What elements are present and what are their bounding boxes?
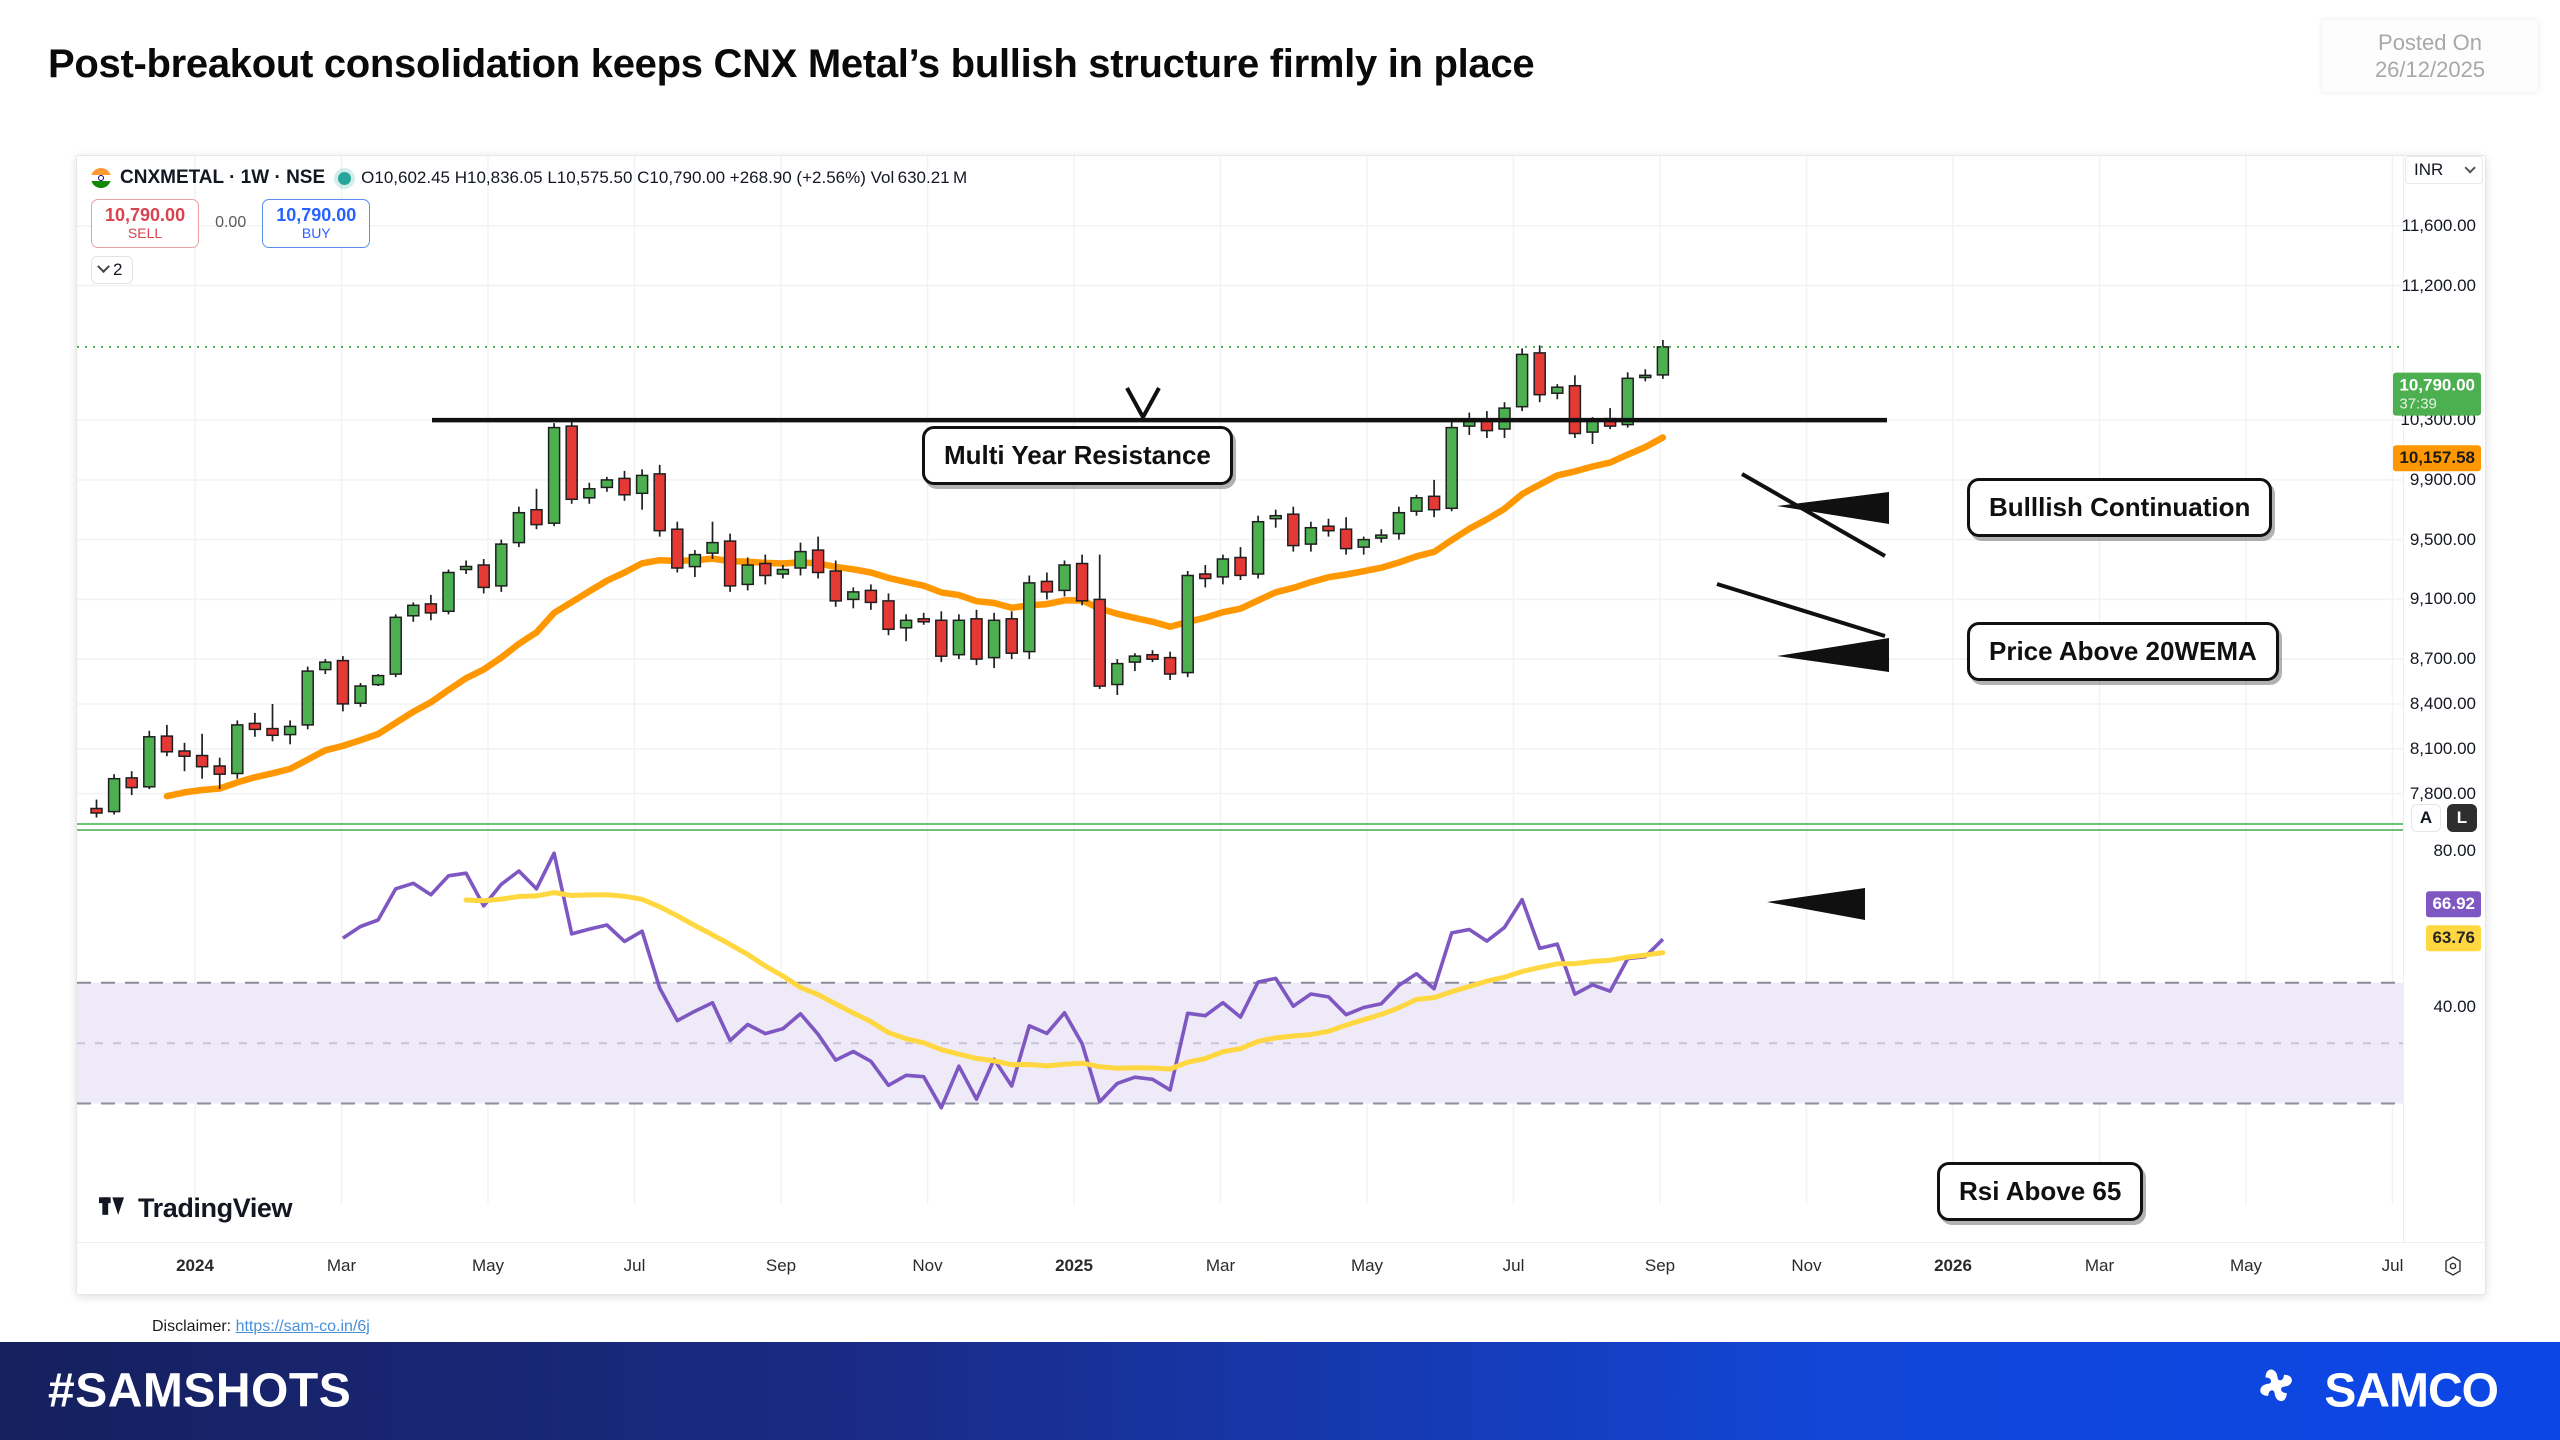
- price-tick-11200: 11,200.00: [2401, 275, 2476, 295]
- posted-on-label: Posted On: [2378, 29, 2482, 55]
- time-tick-jul: Jul: [623, 1256, 646, 1275]
- india-flag-icon: [91, 168, 111, 188]
- tradingview-chart[interactable]: CNXMETAL · 1W · NSE O10,602.45 H10,836.0…: [76, 155, 2486, 1295]
- time-tick-mar: Mar: [2084, 1256, 2115, 1275]
- samshots-hashtag: #SAMSHOTS: [48, 1364, 352, 1418]
- trade-buttons-row: 10,790.00 SELL 0.00 10,790.00 BUY: [91, 199, 967, 248]
- symbol-label[interactable]: CNXMETAL · 1W · NSE: [120, 167, 326, 188]
- samco-brand-name: SAMCO: [2324, 1364, 2499, 1418]
- chevron-down-icon: [2464, 162, 2476, 174]
- tradingview-logo-icon: [99, 1196, 124, 1215]
- posted-on-date: 26/12/2025: [2374, 57, 2486, 82]
- currency-selector[interactable]: INR: [2405, 156, 2483, 184]
- rsi-tick-40: 40.00: [2433, 997, 2476, 1016]
- price-tick-11600: 11,600.00: [2401, 215, 2476, 235]
- price-tick-7800: 7,800.00: [2409, 783, 2476, 803]
- time-tick-mar: Mar: [326, 1256, 357, 1275]
- time-tick-jul: Jul: [1502, 1256, 1525, 1275]
- currency-label: INR: [2414, 160, 2444, 179]
- sell-label: SELL: [127, 225, 163, 242]
- price-tick-9900: 9,900.00: [2409, 469, 2476, 489]
- rsi-value-badge: 66.92: [2426, 891, 2481, 917]
- ohlc-values: O10,602.45 H10,836.05 L10,575.50 C10,790…: [361, 168, 968, 187]
- tradingview-watermark: TradingView: [99, 1193, 293, 1224]
- samco-brand: SAMCO: [2258, 1364, 2499, 1419]
- scale-toggle-group[interactable]: A L: [2411, 804, 2477, 832]
- timezone-settings-icon[interactable]: [2441, 1254, 2465, 1278]
- page-title: Post-breakout consolidation keeps CNX Me…: [48, 42, 1535, 86]
- posted-on-box: Posted On 26/12/2025: [2322, 20, 2538, 92]
- quantity-value: 2: [113, 259, 123, 279]
- quantity-row: 2: [91, 255, 967, 284]
- annotation-price-above-20wema[interactable]: Price Above 20WEMA: [1967, 622, 2279, 681]
- time-tick-sep: Sep: [1644, 1256, 1676, 1275]
- annotation-multi-year-resistance[interactable]: Multi Year Resistance: [922, 426, 1233, 485]
- disclaimer: Disclaimer: https://sam-co.in/6j: [152, 1318, 370, 1336]
- buy-label: BUY: [301, 225, 331, 242]
- log-scale-button[interactable]: L: [2447, 804, 2477, 832]
- page-header: Post-breakout consolidation keeps CNX Me…: [0, 0, 2560, 148]
- samco-logo-icon: [2260, 1368, 2293, 1401]
- buy-price: 10,790.00: [276, 205, 357, 225]
- time-tick-may: May: [1350, 1256, 1384, 1275]
- price-tick-9100: 9,100.00: [2409, 589, 2476, 609]
- time-tick-sep: Sep: [765, 1256, 797, 1275]
- last-price-badge: 10,790.00 37:39: [2393, 372, 2481, 416]
- time-tick-2026: 2026: [1934, 1256, 1972, 1275]
- disclaimer-label: Disclaimer:: [152, 1318, 232, 1335]
- time-tick-may: May: [471, 1256, 505, 1275]
- time-tick-2025: 2025: [1055, 1256, 1093, 1275]
- price-axis[interactable]: INR 11,600.00 11,200.00 10,300.00 9,900.00 9…: [2393, 156, 2485, 1246]
- chevron-down-icon: [97, 260, 110, 274]
- ema-price-badge: 10,157.58: [2393, 445, 2481, 471]
- time-tick-2024: 2024: [176, 1256, 214, 1275]
- price-tick-9500: 9,500.00: [2409, 529, 2476, 549]
- rsi-ma-value-badge: 63.76: [2426, 925, 2481, 951]
- market-status-icon: [338, 171, 352, 185]
- bar-countdown: 37:39: [2399, 395, 2437, 413]
- chart-canvas[interactable]: [77, 156, 2407, 1246]
- tradingview-label: TradingView: [138, 1193, 293, 1223]
- auto-scale-button[interactable]: A: [2411, 804, 2441, 832]
- time-tick-mar: Mar: [1205, 1256, 1236, 1275]
- price-tick-8400: 8,400.00: [2409, 694, 2476, 713]
- last-price-value: 10,790.00: [2399, 375, 2475, 395]
- spread-value: 0.00: [215, 214, 247, 232]
- rsi-tick-80: 80.00: [2433, 841, 2476, 860]
- time-axis[interactable]: 2024 Mar May Jul Sep Nov 2025 Mar May Jul Sep Nov 20…: [77, 1242, 2485, 1294]
- annotation-bullish-continuation[interactable]: Bulllish Continuation: [1967, 478, 2273, 537]
- time-tick-jul: Jul: [2381, 1256, 2404, 1275]
- time-tick-may: May: [2229, 1256, 2263, 1275]
- time-tick-nov: Nov: [912, 1256, 943, 1275]
- chart-plot-area[interactable]: [77, 156, 2407, 1246]
- chart-legend: CNXMETAL · 1W · NSE O10,602.45 H10,836.0…: [91, 164, 967, 284]
- sell-price: 10,790.00: [105, 205, 186, 225]
- legend-symbol-row: CNXMETAL · 1W · NSE O10,602.45 H10,836.0…: [91, 164, 967, 192]
- annotation-rsi-above-65[interactable]: Rsi Above 65: [1937, 1162, 2144, 1221]
- quantity-stepper[interactable]: 2: [91, 255, 134, 284]
- buy-button[interactable]: 10,790.00 BUY: [262, 199, 371, 248]
- time-tick-nov: Nov: [1791, 1256, 1822, 1275]
- price-tick-8700: 8,700.00: [2409, 649, 2476, 669]
- page-footer: #SAMSHOTS SAMCO: [0, 1342, 2560, 1440]
- sell-button[interactable]: 10,790.00 SELL: [91, 199, 200, 248]
- price-tick-8100: 8,100.00: [2409, 738, 2476, 758]
- disclaimer-link[interactable]: https://sam-co.in/6j: [235, 1318, 370, 1335]
